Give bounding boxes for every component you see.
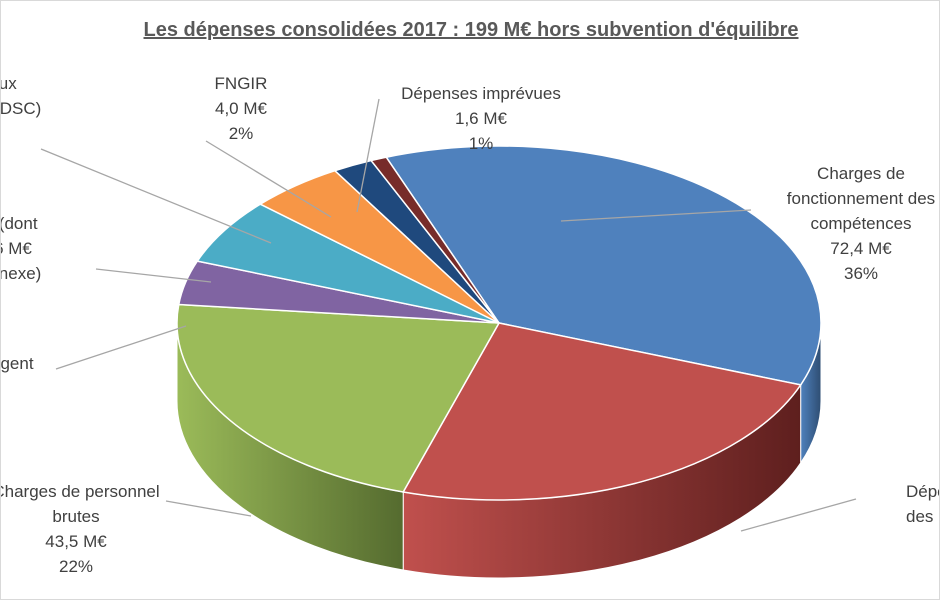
leader-line-5 <box>40 148 272 244</box>
slice-value-label: 72,4 M€ <box>830 239 892 258</box>
slice-name-line: Charges de <box>817 164 905 183</box>
slice-name-line: et annexe) <box>1 264 42 283</box>
slice-percent-label: 36% <box>843 264 879 283</box>
leader-line-3 <box>55 325 187 370</box>
slice-label-0: Charges de fonctionnement des compétences 7… <box>761 161 939 286</box>
slice-label-7: Dépenses imprévues 1,6 M€ 1% <box>381 81 581 156</box>
slice-label-5: ent aux (AC, DSC) M€ <box>0 71 42 146</box>
chart-title: Les dépenses consolidées 2017 : 199 M€ h… <box>143 19 799 41</box>
leader-line-4 <box>95 268 212 283</box>
slice-percent-label: 2% <box>228 124 254 143</box>
slice-label-6: FNGIR 4,0 M€ 2% <box>201 71 281 146</box>
slice-name-line: (AC, DSC) <box>0 99 42 118</box>
slice-value-label: M€ <box>1 121 41 146</box>
slice-label-1: Dépenses des <box>906 479 939 529</box>
slice-value-label: 1,6 M€ <box>455 109 507 128</box>
slice-name-line: ent aux <box>0 74 17 93</box>
slice-value-label: 4,0 M€ <box>215 99 267 118</box>
slice-percent-label: 22% <box>58 557 94 576</box>
slice-value-label: € <box>1 286 41 311</box>
pie-slice-4 <box>196 203 500 324</box>
slice-value-label: 43,5 M€ <box>45 532 107 551</box>
leader-line-1 <box>740 498 857 532</box>
slice-label-2: Charges de personnel brutes 43,5 M€ 22% <box>0 479 176 579</box>
slice-name-line: et 0,6 M€ <box>1 239 32 258</box>
leader-line-6 <box>205 140 332 218</box>
pie-slice-1 <box>402 322 802 501</box>
leader-line-0 <box>560 209 752 222</box>
slice-name-line: compétences <box>810 214 912 233</box>
slice-name-line: FNGIR <box>214 74 268 93</box>
slice-name-line: brutes <box>52 507 100 526</box>
slice-name-line: fonctionnement des <box>786 189 936 208</box>
pie-slice-7 <box>369 156 500 324</box>
slice-name-line: Dépenses imprévues <box>401 84 561 103</box>
slice-name-line: Dépenses <box>906 482 939 501</box>
slice-name-line: des <box>906 507 934 526</box>
pie-slice-0 <box>384 145 822 386</box>
slice-name-line: ngent <box>0 354 34 373</box>
leader-line-2 <box>165 500 252 517</box>
slice-percent-label: 1% <box>468 134 494 153</box>
pie-slice-2 <box>176 303 501 493</box>
leader-line-7 <box>356 98 380 213</box>
slice-name-line: Charges de personnel <box>0 482 160 501</box>
slice-name-line: ères (dont <box>0 214 38 233</box>
slice-label-3: ngent <box>0 351 34 376</box>
slice-label-4: ères (dont et 0,6 M€ et annexe) € <box>0 211 42 311</box>
